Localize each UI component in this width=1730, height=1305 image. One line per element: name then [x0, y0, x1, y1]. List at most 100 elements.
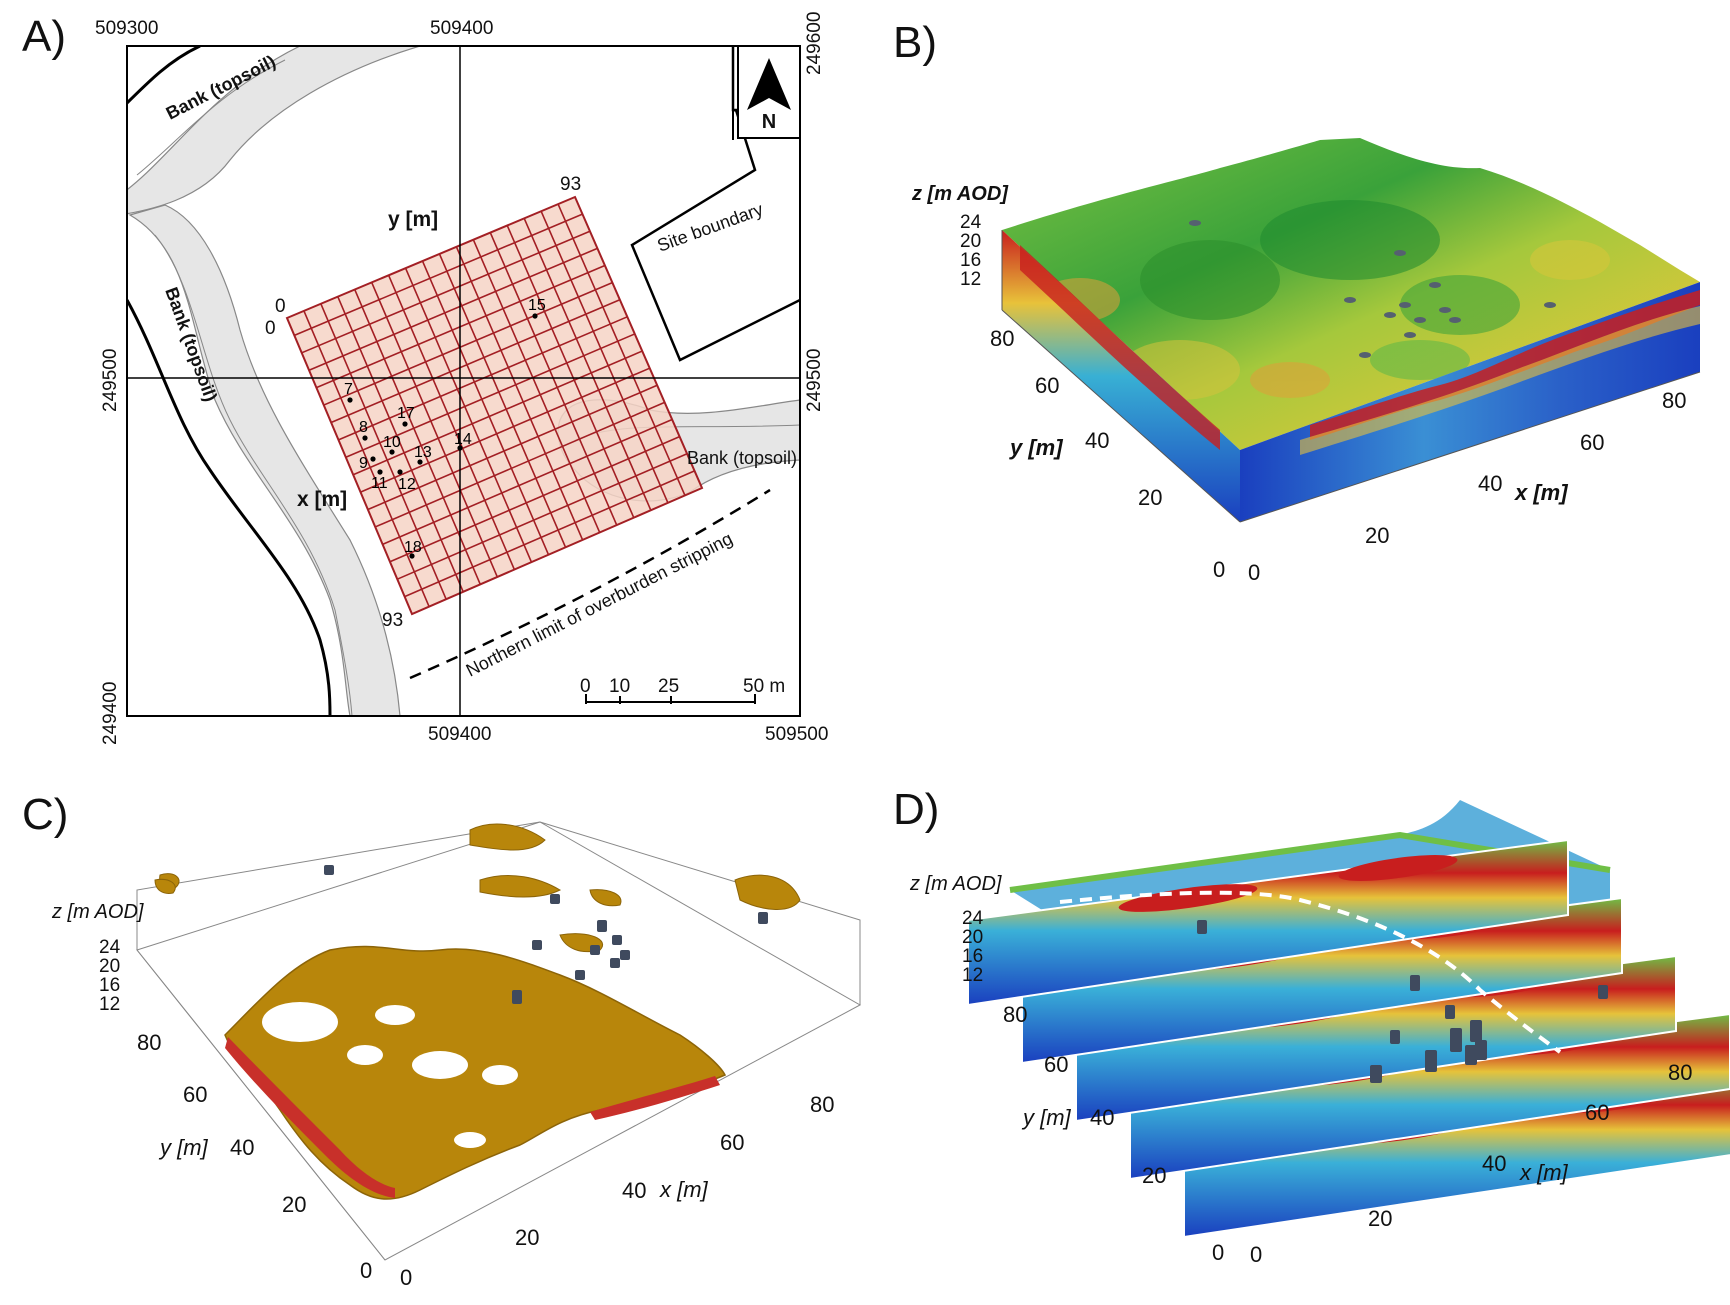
grid-line: [523, 218, 652, 511]
north-label: N: [762, 111, 776, 133]
d-x-label: x [m]: [1519, 1160, 1569, 1185]
grid-line: [345, 333, 636, 459]
grid-x-end: 93: [382, 610, 403, 631]
b-x-tick: 0: [1248, 560, 1260, 585]
grid-line: [294, 213, 583, 337]
point-label: 13: [414, 444, 432, 461]
d-y-tick: 60: [1044, 1052, 1068, 1077]
grid-line: [370, 282, 499, 578]
grid-line: [323, 281, 613, 406]
isosurface: [224, 945, 727, 1200]
grid-line: [506, 225, 635, 518]
b-x-tick: 80: [1662, 388, 1686, 413]
slice-anomaly: [1338, 855, 1458, 881]
c-z-label: z [m AOD]: [51, 901, 144, 923]
b-z-label: z [m AOD]: [911, 183, 1009, 205]
grid-line: [387, 274, 516, 570]
c-y-tick: 60: [183, 1082, 207, 1107]
point-label: 14: [454, 431, 472, 448]
c-y-tick: 0: [360, 1258, 372, 1283]
d-x-tick: 80: [1668, 1060, 1692, 1085]
c-x-tick: 60: [720, 1130, 744, 1155]
point-label: 11: [371, 475, 388, 492]
b-y-tick: 0: [1213, 557, 1225, 582]
grid-line: [360, 367, 651, 493]
panel-c-letter: C): [22, 790, 69, 839]
point-label: 8: [359, 419, 368, 436]
survey-grid: [285, 195, 704, 616]
north-arrow-icon: [747, 58, 791, 110]
coord-left-bottom: 249400: [100, 682, 121, 745]
sample-points: 7 8 9 10 11 12 13 14 15 17 18: [344, 297, 546, 559]
point-label: 7: [344, 381, 353, 398]
b-y-tick: 60: [1035, 373, 1059, 398]
d-y-tick: 20: [1142, 1163, 1166, 1188]
b-z-tick: 12: [960, 269, 981, 290]
bank-label-right: Bank (topsoil): [687, 448, 797, 468]
overburden-limit: [409, 488, 771, 680]
b-y-tick: 40: [1085, 428, 1109, 453]
c-y-tick: 20: [282, 1192, 306, 1217]
scale-bar: [585, 694, 756, 704]
c-y-tick: 80: [137, 1030, 161, 1055]
grid-line: [489, 232, 618, 526]
scale-25: 25: [658, 676, 679, 697]
grid-y-origin: 0: [275, 296, 286, 317]
b-z-tick: 16: [960, 250, 981, 271]
c-x-label: x [m]: [659, 1177, 709, 1202]
d-z-tick: 12: [962, 965, 983, 986]
d-y-label: y [m]: [1021, 1105, 1072, 1130]
coord-top-mid: 509400: [430, 18, 493, 39]
panel-d-letter: D): [893, 785, 940, 834]
grid-line: [308, 247, 598, 371]
point-label: 18: [404, 539, 422, 556]
coord-bottom-mid: 509400: [428, 724, 491, 745]
panel-c-isosurface: z [m AOD] 24 20 16 12 80 60 40 20 0 0 20…: [51, 821, 862, 1290]
grid-line: [472, 239, 601, 533]
grid-line: [382, 418, 673, 546]
panel-a-letter: A): [22, 12, 66, 61]
b-y-tick: 80: [990, 326, 1014, 351]
coord-right-mid: 249500: [804, 349, 825, 412]
grid-line: [557, 203, 686, 496]
grid-line: [404, 470, 695, 598]
c-y-tick: 40: [230, 1135, 254, 1160]
d-z-label: z [m AOD]: [909, 873, 1002, 895]
grid-line: [301, 230, 591, 354]
b-x-tick: 20: [1365, 523, 1389, 548]
scale-10: 10: [609, 676, 630, 697]
site-boundary-label: Site boundary: [655, 199, 766, 256]
c-z-tick: 16: [99, 975, 120, 996]
b-z-tick: 20: [960, 231, 981, 252]
d-y-tick: 40: [1090, 1105, 1114, 1130]
grid-line: [337, 296, 464, 593]
grid-line: [330, 298, 621, 424]
c-x-tick: 0: [400, 1265, 412, 1290]
d-x-tick: 20: [1368, 1206, 1392, 1231]
point-label: 17: [397, 405, 415, 422]
panel-b-letter: B): [893, 18, 937, 67]
d-z-tick: 24: [962, 908, 984, 929]
grid-line: [389, 435, 680, 563]
grid-line: [352, 350, 643, 476]
grid-line: [404, 267, 533, 563]
grid-line: [374, 401, 665, 528]
grid-y-end: 93: [560, 174, 581, 195]
d-z-tick: 20: [962, 927, 983, 948]
bank-top-left: [127, 46, 421, 215]
grid-x-origin: 0: [265, 318, 276, 339]
d-z-tick: 16: [962, 946, 983, 967]
point-label: 12: [398, 476, 416, 493]
coord-bottom-right: 509500: [765, 724, 828, 745]
b-z-tick: 24: [960, 212, 982, 233]
panel-d-slices: z [m AOD] 24 20 16 12 80 60 40 20 0 0 20…: [909, 800, 1730, 1267]
scale-0: 0: [580, 676, 591, 697]
panel-a-map: N 509300 509400 509400 509500 249600 249…: [95, 12, 828, 745]
grid-line: [396, 453, 688, 580]
panel-b-block: z [m AOD] 24 20 16 12 80 60 40 20 0 0 20…: [911, 138, 1701, 585]
grid-line: [320, 303, 447, 600]
point-label: 9: [359, 455, 368, 472]
d-x-tick: 60: [1585, 1100, 1609, 1125]
grid-y-label: y [m]: [388, 208, 438, 231]
grid-x-label: x [m]: [297, 488, 347, 511]
